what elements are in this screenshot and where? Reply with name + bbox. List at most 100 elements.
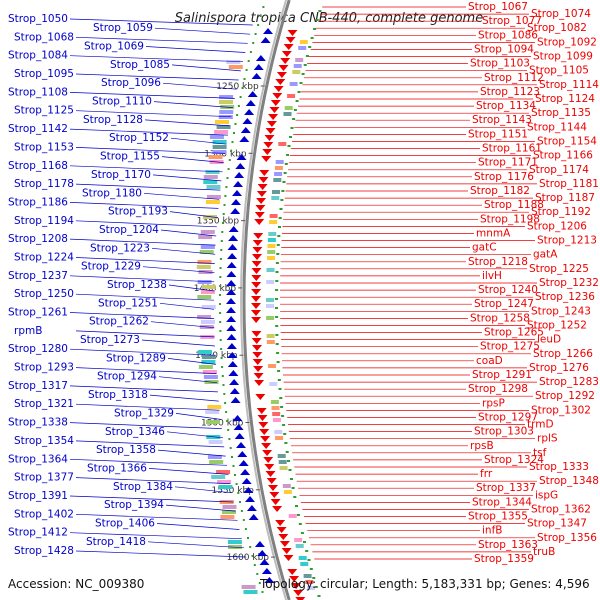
forward-gene-arrow (240, 469, 251, 475)
forward-gene-arrow (226, 316, 237, 322)
gene-label-strop-1251: Strop_1251 (98, 297, 158, 309)
reverse-gene-arrow (261, 443, 272, 449)
gene-label-strop-1358: Strop_1358 (96, 444, 156, 456)
reverse-gene-arrow (252, 345, 262, 351)
gene-label-strop-1347: Strop_1347 (527, 518, 587, 530)
cog-category-block (207, 455, 222, 459)
gene-label-strop-1225: Strop_1225 (529, 263, 589, 275)
kbp-tick-label: 1450 kbp (195, 351, 238, 361)
cog-category-block (282, 484, 291, 488)
gene-leader-line (151, 247, 216, 255)
gene-label-strop-1176: Strop_1176 (474, 171, 534, 183)
reverse-gene-arrow (259, 170, 270, 176)
minor-tick-right (317, 595, 321, 597)
gene-leader-line (75, 220, 217, 228)
gene-label-strop-1112: Strop_1112 (484, 72, 544, 84)
gene-leader-line (69, 128, 228, 136)
reverse-gene-arrow (293, 590, 304, 596)
cog-category-block (201, 305, 216, 309)
gene-label-strop-1224: Strop_1224 (14, 252, 74, 264)
forward-gene-arrow (226, 343, 237, 349)
forward-gene-arrow (226, 325, 237, 331)
gene-label-strop-1143: Strop_1143 (472, 114, 532, 126)
genome-summary-text: Topology: circular; Length: 5,183,331 bp… (259, 577, 590, 591)
minor-tick-right (301, 73, 305, 75)
gene-label-strop-1161: Strop_1161 (482, 143, 542, 155)
gene-label-frr: frr (480, 468, 493, 480)
minor-tick-right (310, 37, 314, 39)
reverse-gene-arrow (287, 569, 298, 575)
minor-tick-left (261, 591, 264, 593)
reverse-gene-arrow (287, 30, 298, 36)
gene-leader-line (158, 376, 218, 384)
minor-tick-left (237, 492, 240, 494)
gene-label-strop-1337: Strop_1337 (476, 482, 536, 494)
minor-tick-left (233, 132, 235, 134)
cog-category-block (279, 466, 288, 470)
forward-gene-arrow (234, 433, 245, 439)
gene-label-strop-1418: Strop_1418 (86, 536, 146, 548)
gene-leader-line (175, 413, 221, 420)
gene-label-strop-1152: Strop_1152 (109, 132, 169, 144)
kbp-tick-label: 1350 kbp (197, 217, 240, 227)
minor-tick-right (278, 217, 282, 219)
cog-category-block (267, 250, 276, 254)
gene-label-strop-1258: Strop_1258 (470, 312, 530, 324)
reverse-gene-arrow (262, 450, 273, 456)
cog-category-block (207, 405, 222, 409)
gene-label-strop-1377: Strop_1377 (14, 472, 74, 484)
gene-label-strop-1362: Strop_1362 (531, 504, 591, 516)
gene-label-strop-1144: Strop_1144 (527, 121, 587, 133)
gene-label-strop-1237: Strop_1237 (8, 270, 68, 282)
gene-leader-line (143, 192, 220, 200)
forward-gene-arrow (263, 28, 273, 34)
forward-gene-arrow (259, 559, 270, 565)
cog-category-block (303, 574, 312, 578)
minor-tick-left (229, 447, 232, 449)
minor-tick-right (278, 388, 282, 390)
minor-tick-right (276, 352, 280, 354)
reverse-gene-arrow (251, 275, 262, 281)
gene-leader-line (69, 275, 215, 283)
minor-tick-left (234, 123, 237, 125)
forward-gene-arrow (228, 235, 239, 241)
gene-label-ispg: ispG (535, 489, 558, 501)
minor-tick-right (297, 91, 301, 93)
minor-tick-left (219, 339, 222, 341)
minor-tick-left (222, 384, 225, 386)
minor-tick-right (276, 361, 280, 363)
forward-gene-arrow (237, 451, 248, 457)
gene-label-strop-1151: Strop_1151 (468, 128, 528, 140)
gene-label-strop-1068: Strop_1068 (14, 31, 74, 43)
cog-category-block (243, 590, 258, 594)
cog-category-block (215, 120, 229, 124)
gene-leader-line (174, 486, 232, 494)
gene-label-trmd: trmD (527, 419, 554, 431)
minor-tick-left (220, 348, 223, 350)
cog-category-block (228, 65, 243, 69)
gene-label-strop-1333: Strop_1333 (529, 461, 589, 473)
forward-gene-arrow (226, 334, 237, 340)
cog-category-block (269, 220, 278, 224)
reverse-gene-arrow (264, 135, 275, 141)
cog-category-block (219, 110, 234, 114)
gene-leader-line (69, 165, 223, 173)
minor-tick-right (303, 541, 306, 543)
cog-category-block (208, 440, 223, 444)
minor-tick-right (309, 568, 313, 570)
backbone-shadow (240, 0, 288, 600)
minor-tick-left (226, 420, 229, 422)
gene-label-strop-1265: Strop_1265 (484, 327, 544, 339)
cog-category-block (273, 178, 282, 182)
minor-tick-left (252, 42, 255, 44)
reverse-gene-arrow (263, 142, 274, 148)
gene-label-strop-1317: Strop_1317 (8, 380, 68, 392)
gene-label-strop-1261: Strop_1261 (8, 307, 68, 319)
reverse-gene-arrow (291, 583, 302, 589)
reverse-gene-arrow (279, 541, 290, 547)
cog-category-block (266, 340, 275, 344)
gene-label-strop-1297: Strop_1297 (478, 412, 538, 424)
minor-tick-left (243, 78, 246, 80)
gene-label-strop-1208: Strop_1208 (8, 233, 68, 245)
cog-category-block (200, 335, 215, 339)
